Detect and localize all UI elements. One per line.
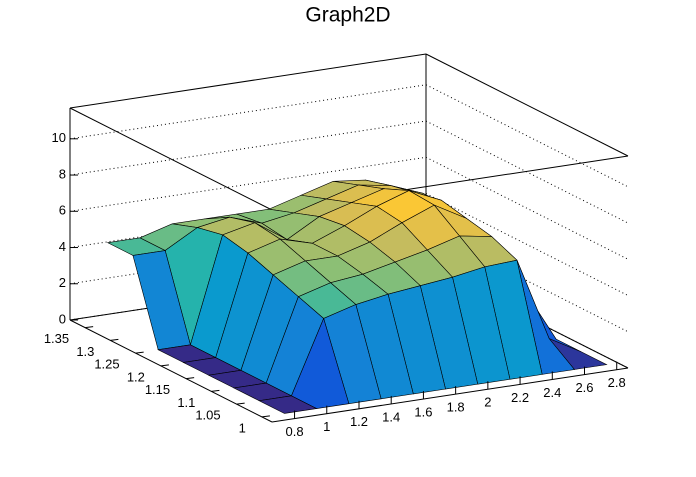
grid-line xyxy=(425,156,629,260)
z-tick-label: 0 xyxy=(59,311,66,326)
grid-line xyxy=(69,120,427,176)
y-tick xyxy=(110,338,119,341)
box-edge xyxy=(69,107,273,211)
chart-title: Graph2D xyxy=(305,4,390,27)
box-edge xyxy=(69,53,427,109)
z-tick-label: 6 xyxy=(59,203,66,218)
x-tick-label: 1.6 xyxy=(414,404,432,419)
x-tick-label: 2.6 xyxy=(575,380,593,395)
grid-line xyxy=(425,193,629,296)
z-tick-label: 8 xyxy=(59,166,66,181)
x-tick-label: 2.4 xyxy=(543,385,561,400)
y-tick-label: 1.1 xyxy=(177,395,195,410)
y-tick-label: 1 xyxy=(239,420,246,435)
grid-line xyxy=(69,156,427,212)
grid-line xyxy=(425,84,629,188)
y-tick xyxy=(186,377,195,380)
box-edge xyxy=(425,53,629,157)
grid-line xyxy=(425,265,629,369)
x-tick-label: 1.2 xyxy=(350,414,368,429)
y-tick xyxy=(160,364,169,367)
z-tick-label: 2 xyxy=(59,275,66,290)
y-tick-label: 1.05 xyxy=(195,408,220,423)
y-tick-label: 1.2 xyxy=(127,369,145,384)
x-tick-label: 1.4 xyxy=(382,409,400,424)
surface-cell xyxy=(258,395,318,414)
x-tick-label: 1 xyxy=(323,419,330,434)
x-tick-label: 0.8 xyxy=(286,424,304,439)
y-tick xyxy=(236,402,245,405)
y-tick-label: 1.3 xyxy=(76,344,94,359)
x-tick-label: 2.2 xyxy=(511,390,529,405)
y-tick xyxy=(85,326,94,329)
x-tick-label: 2.8 xyxy=(608,375,626,390)
x-tick-label: 1.8 xyxy=(447,400,465,415)
grid-line xyxy=(69,84,427,140)
x-axis xyxy=(271,367,629,423)
z-tick-label: 10 xyxy=(52,130,66,145)
y-tick xyxy=(135,351,144,354)
grid-line xyxy=(425,120,629,224)
y-tick-label: 1.35 xyxy=(44,331,69,346)
y-tick-label: 1.25 xyxy=(94,357,119,372)
y-tick-label: 1.15 xyxy=(145,382,170,397)
y-axis xyxy=(69,319,273,423)
grid-line xyxy=(425,229,629,333)
y-tick xyxy=(211,389,220,392)
y-tick xyxy=(261,415,270,418)
z-tick-label: 4 xyxy=(59,239,66,254)
x-tick-label: 2 xyxy=(484,395,491,410)
